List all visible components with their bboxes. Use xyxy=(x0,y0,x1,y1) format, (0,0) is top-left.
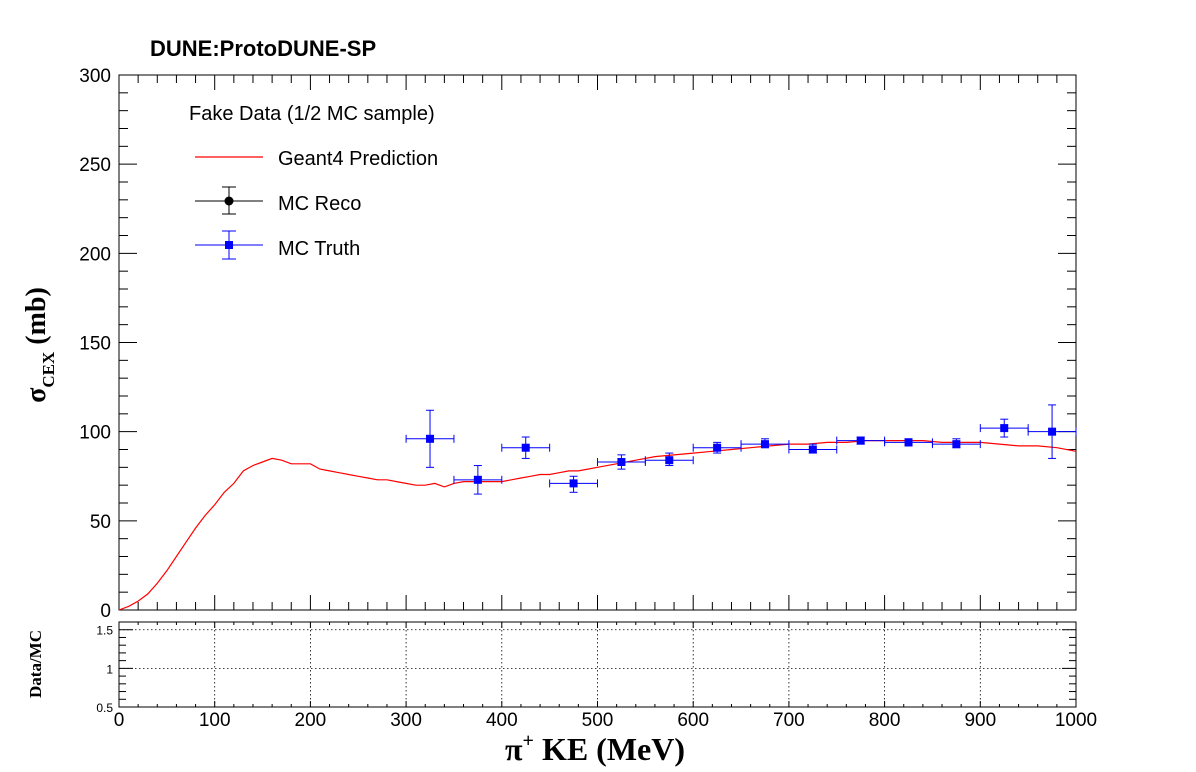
x-label-superscript: + xyxy=(523,730,534,752)
mc-truth-point xyxy=(741,439,789,448)
x-tick-label: 600 xyxy=(677,710,709,731)
legend-mc-truth-marker xyxy=(195,231,263,259)
mc-truth-point xyxy=(406,410,454,467)
main-plot-panel: 0 50 100 150 200 250 300 xyxy=(79,66,1076,622)
x-tick-label: 700 xyxy=(773,710,805,731)
mc-truth-marker xyxy=(617,458,625,466)
mc-truth-point xyxy=(932,439,980,448)
legend: Fake Data (1/2 MC sample) Geant4 Predict… xyxy=(189,103,438,260)
main-y-tick-label: 300 xyxy=(79,66,111,87)
main-axis-ticks xyxy=(119,75,1076,610)
mc-truth-marker xyxy=(474,476,482,484)
x-tick-label: 800 xyxy=(869,710,901,731)
x-tick-label: 0 xyxy=(114,710,125,731)
mc-truth-point xyxy=(454,466,502,495)
x-label-unit: KE (MeV) xyxy=(534,731,685,767)
x-tick-label: 200 xyxy=(295,710,327,731)
main-y-tick-label: 50 xyxy=(90,512,111,533)
mc-truth-point xyxy=(837,437,885,445)
ratio-plot-panel: 0.5 1 1.5 xyxy=(96,622,1076,715)
mc-truth-marker xyxy=(570,479,578,487)
mc-truth-marker xyxy=(522,444,530,452)
legend-mc-truth-label: MC Truth xyxy=(278,238,360,260)
x-axis-tick-labels: 0 100 200 300 400 500 600 700 800 900 1000 xyxy=(114,710,1097,731)
x-tick-label: 100 xyxy=(199,710,231,731)
x-tick-label: 900 xyxy=(964,710,996,731)
mc-truth-point xyxy=(789,444,837,453)
mc-truth-marker xyxy=(426,435,434,443)
legend-mc-reco-marker xyxy=(195,187,263,214)
x-tick-label: 400 xyxy=(486,710,518,731)
mc-truth-point xyxy=(550,476,598,492)
mc-truth-marker xyxy=(713,444,721,452)
main-data-series xyxy=(119,405,1076,610)
x-tick-label: 500 xyxy=(582,710,614,731)
main-y-tick-label: 150 xyxy=(79,334,111,355)
x-tick-label: 1000 xyxy=(1055,710,1097,731)
main-plot-frame xyxy=(119,75,1076,610)
mc-truth-point xyxy=(885,438,933,446)
mc-truth-marker xyxy=(905,438,913,446)
mc-truth-point xyxy=(693,442,741,453)
legend-mc-reco-label: MC Reco xyxy=(278,193,361,215)
legend-geant4-label: Geant4 Prediction xyxy=(278,148,438,170)
legend-header: Fake Data (1/2 MC sample) xyxy=(189,103,435,125)
ratio-grid-lines xyxy=(119,622,1076,707)
x-axis-label: π+ KE (MeV) xyxy=(505,730,685,767)
ratio-y-tick-label: 1 xyxy=(106,662,113,676)
ratio-y-axis-label: Data/MC xyxy=(26,630,45,698)
mc-truth-marker xyxy=(1000,424,1008,432)
mc-truth-marker xyxy=(761,440,769,448)
plot-title: DUNE:ProtoDUNE-SP xyxy=(150,36,376,61)
x-tick-label: 300 xyxy=(390,710,422,731)
mc-truth-marker xyxy=(665,456,673,464)
ratio-y-tick-label: 0.5 xyxy=(96,701,113,715)
mc-truth-marker xyxy=(1048,428,1056,436)
main-y-tick-label: 100 xyxy=(79,423,111,444)
mc-truth-point xyxy=(645,453,693,465)
y-label-subscript: CEX xyxy=(39,351,58,388)
mc-truth-point xyxy=(598,455,646,469)
mc-truth-marker xyxy=(809,446,817,454)
main-y-tick-label: 200 xyxy=(79,244,111,265)
ratio-y-tick-label: 1.5 xyxy=(96,624,113,638)
mc-truth-marker xyxy=(952,440,960,448)
ratio-axis-tick-labels: 0.5 1 1.5 xyxy=(96,624,113,715)
mc-truth-marker xyxy=(857,437,865,445)
main-y-axis-label: σCEX (mb) xyxy=(21,287,58,403)
y-label-sigma: σ xyxy=(21,387,52,403)
x-label-pi: π xyxy=(505,731,523,767)
mc-truth-point xyxy=(980,419,1028,437)
main-y-tick-label: 250 xyxy=(79,155,111,176)
main-axis-tick-labels: 0 50 100 150 200 250 300 xyxy=(79,66,111,622)
mc-truth-point xyxy=(502,437,550,458)
main-y-tick-label: 0 xyxy=(100,601,111,622)
geant4-prediction-line xyxy=(119,441,1076,610)
y-label-unit: (mb) xyxy=(21,287,52,352)
